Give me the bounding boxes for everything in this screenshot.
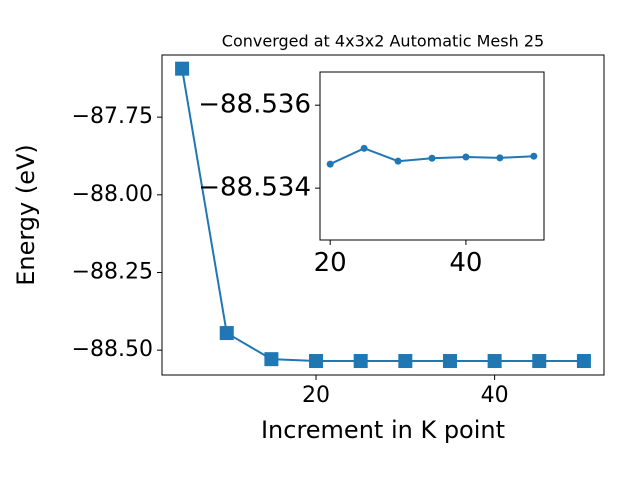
- y-tick-label: −88.00: [72, 182, 153, 207]
- y-axis-label: Energy (eV): [12, 144, 40, 286]
- y-tick-label: −88.50: [72, 337, 153, 362]
- marker: [576, 354, 591, 369]
- x-tick-label: 20: [302, 383, 330, 408]
- x-tick-label: 20: [314, 248, 347, 278]
- marker: [219, 326, 234, 341]
- data-line: [181, 68, 584, 363]
- marker: [175, 61, 190, 76]
- y-tick-label: −88.25: [72, 259, 153, 284]
- marker: [264, 352, 279, 367]
- chart-title: Converged at 4x3x2 Automatic Mesh 25: [222, 32, 544, 51]
- y-tick-label: −87.75: [72, 104, 153, 129]
- marker: [442, 354, 457, 369]
- marker: [309, 354, 324, 369]
- x-tick-label: 40: [481, 383, 509, 408]
- marker: [462, 153, 470, 161]
- x-axis-label: Increment in K point: [261, 416, 505, 444]
- marker: [496, 154, 504, 162]
- axes-frame: [161, 54, 605, 376]
- y-tick-label: −88.536: [198, 90, 311, 120]
- marker: [353, 354, 368, 369]
- marker: [532, 354, 547, 369]
- marker: [530, 152, 538, 160]
- marker: [394, 157, 402, 165]
- axes-frame: [319, 71, 545, 241]
- marker: [487, 354, 502, 369]
- x-tick-label: 40: [449, 248, 482, 278]
- marker: [360, 144, 368, 152]
- marker: [398, 354, 413, 369]
- marker: [326, 160, 334, 168]
- marker: [428, 154, 436, 162]
- y-tick-label: −88.534: [198, 173, 311, 203]
